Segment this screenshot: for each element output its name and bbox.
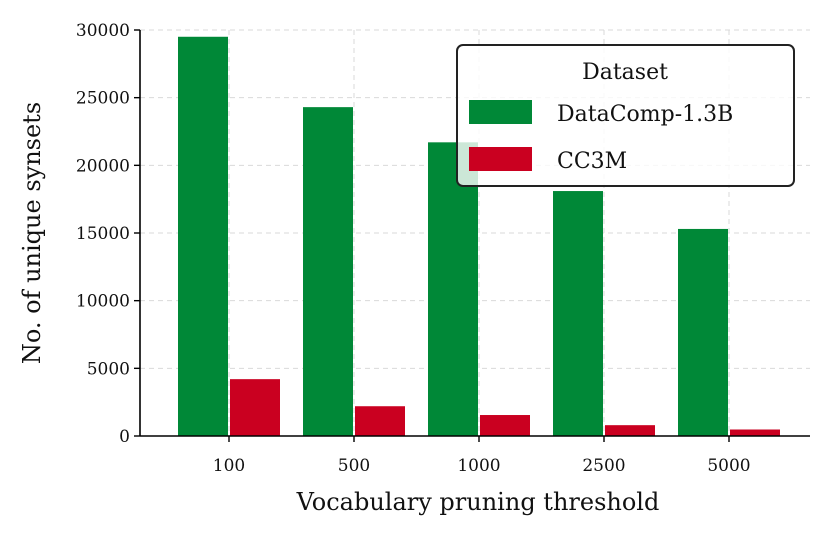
- bar-cc3m-500: [355, 406, 405, 436]
- legend-swatch-cc3m: [469, 147, 532, 171]
- bars: [178, 36, 780, 437]
- x-ticks: 100 500 1000 2500 5000: [213, 436, 751, 476]
- bar-cc3m-5000: [730, 429, 780, 436]
- bar-cc3m-100: [230, 379, 280, 436]
- x-axis-title: Vocabulary pruning threshold: [296, 488, 660, 516]
- bar-datacomp-1-3b-1000: [428, 142, 478, 436]
- x-tick-label: 2500: [582, 456, 625, 476]
- legend-box: [456, 44, 795, 187]
- y-ticks: 0 5000 10000 15000 20000 25000 30000: [76, 21, 140, 447]
- x-tick-label: 1000: [457, 456, 500, 476]
- legend-label-cc3m: CC3M: [557, 149, 627, 174]
- x-tick-label: 5000: [707, 456, 750, 476]
- y-tick-label: 25000: [76, 89, 130, 109]
- legend-label-datacomp: DataComp-1.3B: [557, 102, 733, 127]
- x-tick-label: 100: [213, 456, 245, 476]
- y-axis-title: No. of unique synsets: [18, 102, 46, 364]
- legend: Dataset DataComp-1.3B CC3M: [456, 44, 795, 187]
- legend-swatch-datacomp: [469, 100, 532, 124]
- y-tick-label: 0: [119, 427, 130, 447]
- y-tick-label: 15000: [76, 224, 130, 244]
- y-tick-label: 10000: [76, 292, 130, 312]
- legend-title: Dataset: [582, 60, 668, 85]
- bar-datacomp-1-3b-100: [178, 36, 228, 437]
- bar-cc3m-1000: [480, 415, 530, 436]
- bar-datacomp-1-3b-5000: [678, 228, 728, 436]
- x-tick-label: 500: [338, 456, 370, 476]
- y-tick-label: 20000: [76, 156, 130, 176]
- y-tick-label: 5000: [87, 359, 130, 379]
- bar-datacomp-1-3b-500: [303, 107, 353, 436]
- y-tick-label: 30000: [76, 21, 130, 41]
- bar-datacomp-1-3b-2500: [553, 191, 603, 436]
- bar-cc3m-2500: [605, 425, 655, 436]
